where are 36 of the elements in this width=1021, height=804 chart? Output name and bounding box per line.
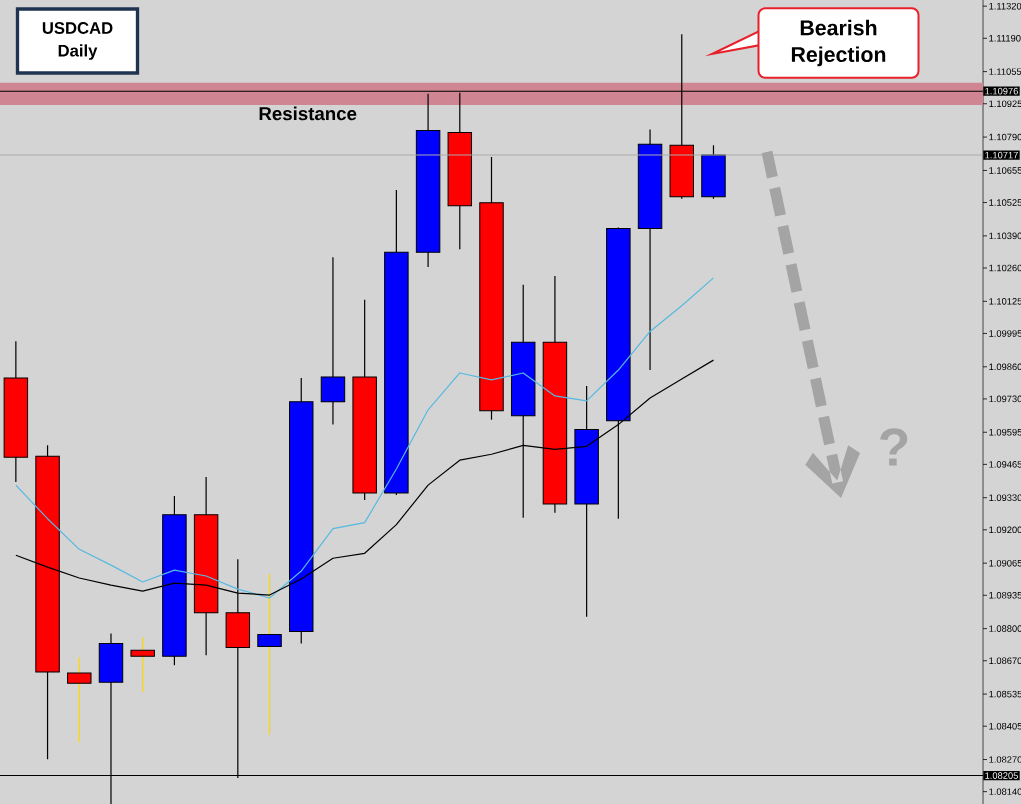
y-tick-label: 1.10390 bbox=[989, 232, 1021, 240]
ref-line-label: 1.10976 bbox=[985, 87, 1018, 95]
ref-line-label: 1.10717 bbox=[985, 151, 1018, 159]
y-tick-label: 1.09595 bbox=[989, 428, 1021, 436]
candlestick bbox=[130, 636, 155, 693]
y-tick-label: 1.09730 bbox=[989, 395, 1021, 403]
y-tick-label: 1.10525 bbox=[989, 199, 1021, 206]
y-tick-label: 1.10925 bbox=[989, 100, 1021, 108]
y-tick-label: 1.10125 bbox=[989, 298, 1021, 305]
y-tick-label: 1.10260 bbox=[989, 264, 1021, 272]
y-tick-label: 1.09330 bbox=[989, 494, 1021, 502]
y-tick-label: 1.11055 bbox=[989, 68, 1021, 75]
y-tick-label: 1.10655 bbox=[989, 167, 1021, 174]
text: Daily bbox=[58, 44, 98, 60]
text: USDCAD bbox=[42, 22, 113, 34]
y-tick-label: 1.09465 bbox=[989, 461, 1021, 468]
candlestick bbox=[67, 656, 92, 744]
annotation: Bearish Rejection bbox=[791, 19, 886, 67]
y-tick-label: 1.08800 bbox=[989, 625, 1021, 632]
line-series bbox=[15, 277, 715, 599]
y-tick-label: 1.09065 bbox=[989, 559, 1021, 567]
y-tick-label: 1.08535 bbox=[989, 690, 1021, 698]
y-tick-label: 1.09200 bbox=[989, 526, 1021, 534]
y-tick-label: 1.09860 bbox=[989, 363, 1021, 371]
y-tick-label: 1.08140 bbox=[989, 788, 1021, 795]
band-label: Resistance bbox=[259, 106, 357, 121]
y-tick-label: 1.10790 bbox=[989, 133, 1021, 141]
y-tick-label: 1.11190 bbox=[989, 34, 1021, 42]
y-tick-label: 1.11320 bbox=[989, 2, 1021, 10]
y-tick-label: 1.08935 bbox=[989, 591, 1021, 599]
annotation: ? bbox=[880, 428, 908, 466]
ref-line-label: 1.08205 bbox=[985, 772, 1018, 779]
y-tick-label: 1.08405 bbox=[989, 722, 1021, 730]
y-tick-label: 1.08270 bbox=[989, 756, 1021, 763]
y-tick-label: 1.09995 bbox=[989, 330, 1021, 337]
y-tick-label: 1.08670 bbox=[989, 657, 1021, 665]
